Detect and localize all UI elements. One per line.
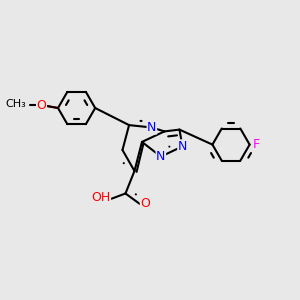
Text: CH₃: CH₃ <box>5 99 26 110</box>
Text: N: N <box>156 150 166 163</box>
Text: N: N <box>178 140 187 153</box>
Text: OH: OH <box>91 191 110 205</box>
Text: N: N <box>147 121 157 134</box>
Text: F: F <box>253 138 260 151</box>
Text: O: O <box>37 98 46 112</box>
Text: O: O <box>140 197 150 211</box>
